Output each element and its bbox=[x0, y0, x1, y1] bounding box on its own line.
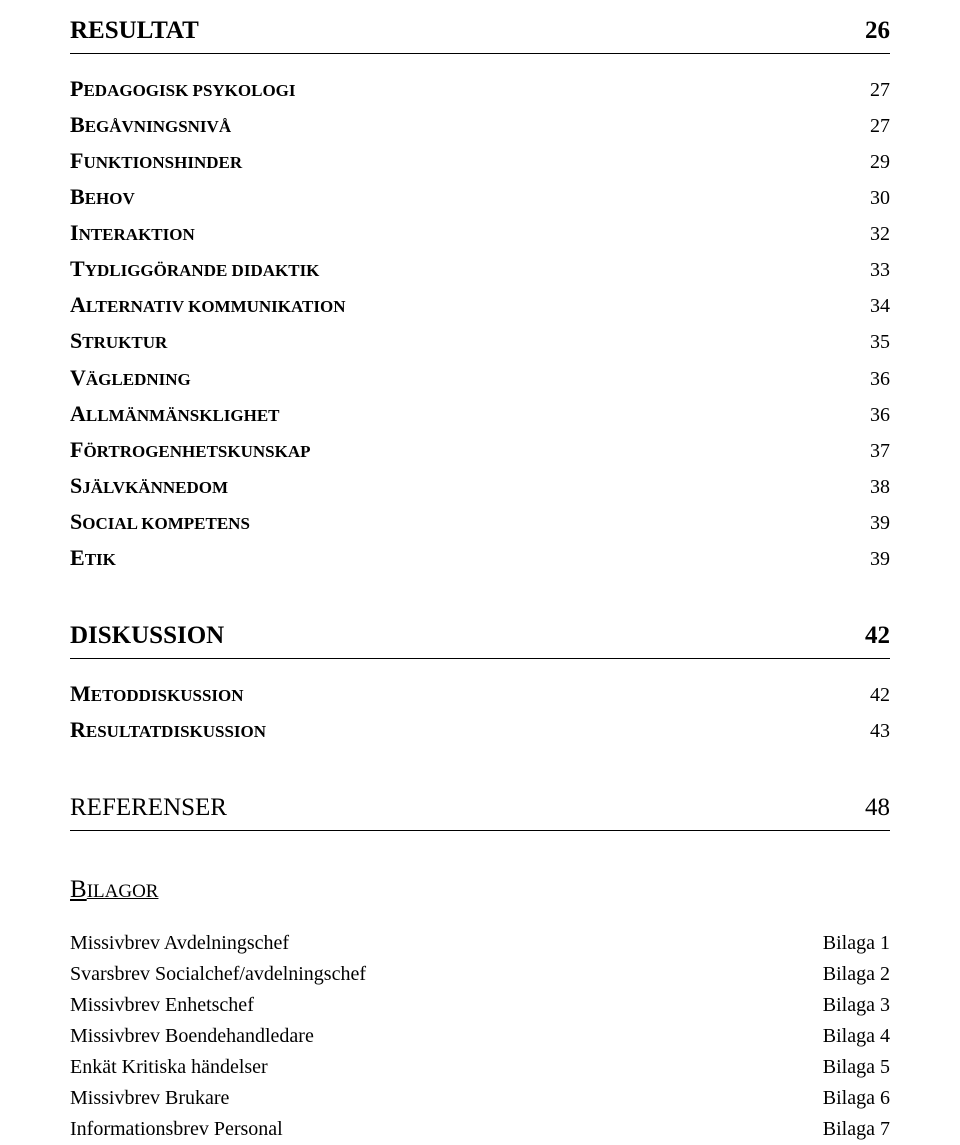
bilaga-row: Missivbrev Avdelningschef Bilaga 1 bbox=[70, 928, 890, 959]
bilaga-label: Informationsbrev Personal bbox=[70, 1114, 283, 1145]
toc-row: ETIK 39 bbox=[70, 541, 890, 575]
section-diskussion: DISKUSSION 42 bbox=[70, 617, 890, 659]
bilaga-ref: Bilaga 6 bbox=[823, 1083, 890, 1114]
toc-page: RESULTAT 26 PEDAGOGISK PSYKOLOGI 27 BEGÅ… bbox=[0, 0, 960, 1071]
bilaga-label: Missivbrev Boendehandledare bbox=[70, 1021, 314, 1052]
bilaga-ref: Bilaga 7 bbox=[823, 1114, 890, 1145]
toc-label-tydliggorande: TYDLIGGÖRANDE DIDAKTIK bbox=[70, 252, 319, 286]
bilaga-label: Missivbrev Enhetschef bbox=[70, 990, 254, 1021]
toc-page-num: 33 bbox=[870, 255, 890, 286]
toc-row: RESULTATDISKUSSION 43 bbox=[70, 713, 890, 747]
toc-page-num: 29 bbox=[870, 147, 890, 178]
toc-row: BEHOV 30 bbox=[70, 180, 890, 214]
section-bilagor: BILAGOR bbox=[70, 871, 890, 910]
toc-row: METODDISKUSSION 42 bbox=[70, 677, 890, 711]
toc-label-struktur: STRUKTUR bbox=[70, 324, 167, 358]
bilaga-row: Informationsbrev Personal Bilaga 7 bbox=[70, 1114, 890, 1145]
bilaga-label: Missivbrev Avdelningschef bbox=[70, 928, 289, 959]
toc-label-metod: METODDISKUSSION bbox=[70, 677, 244, 711]
toc-page-num: 27 bbox=[870, 111, 890, 142]
toc-page-num: 35 bbox=[870, 327, 890, 358]
section-resultat-page: 26 bbox=[865, 12, 890, 51]
toc-page-num: 38 bbox=[870, 472, 890, 503]
section-referenser-page: 48 bbox=[865, 789, 890, 828]
toc-label-interaktion: INTERAKTION bbox=[70, 216, 195, 250]
toc-label-vagledning: VÄGLEDNING bbox=[70, 361, 191, 395]
section-referenser: REFERENSER 48 bbox=[70, 789, 890, 831]
bilaga-label: Enkät Kritiska händelser bbox=[70, 1052, 268, 1083]
bilaga-row: Missivbrev Boendehandledare Bilaga 4 bbox=[70, 1021, 890, 1052]
bilaga-ref: Bilaga 3 bbox=[823, 990, 890, 1021]
toc-label-pedagogisk: PEDAGOGISK PSYKOLOGI bbox=[70, 72, 296, 106]
toc-row: SOCIAL KOMPETENS 39 bbox=[70, 505, 890, 539]
toc-row: ALTERNATIV KOMMUNIKATION 34 bbox=[70, 288, 890, 322]
toc-label-social: SOCIAL KOMPETENS bbox=[70, 505, 250, 539]
toc-row: PEDAGOGISK PSYKOLOGI 27 bbox=[70, 72, 890, 106]
bilaga-row: Missivbrev Enhetschef Bilaga 3 bbox=[70, 990, 890, 1021]
bilaga-ref: Bilaga 2 bbox=[823, 959, 890, 990]
bilaga-ref: Bilaga 5 bbox=[823, 1052, 890, 1083]
bilagor-title: BILAGOR bbox=[70, 880, 158, 902]
bilaga-row: Svarsbrev Socialchef/avdelningschef Bila… bbox=[70, 959, 890, 990]
toc-page-num: 36 bbox=[870, 364, 890, 395]
bilaga-row: Missivbrev Brukare Bilaga 6 bbox=[70, 1083, 890, 1114]
toc-label-etik: ETIK bbox=[70, 541, 116, 575]
section-referenser-title: REFERENSER bbox=[70, 789, 227, 828]
toc-row: VÄGLEDNING 36 bbox=[70, 361, 890, 395]
toc-row: FÖRTROGENHETSKUNSKAP 37 bbox=[70, 433, 890, 467]
toc-label-begavning: BEGÅVNINGSNIVÅ bbox=[70, 108, 231, 142]
toc-row: FUNKTIONSHINDER 29 bbox=[70, 144, 890, 178]
toc-label-alternativ: ALTERNATIV KOMMUNIKATION bbox=[70, 288, 346, 322]
toc-row: INTERAKTION 32 bbox=[70, 216, 890, 250]
bilaga-row: Enkät Kritiska händelser Bilaga 5 bbox=[70, 1052, 890, 1083]
toc-label-sjalvkannedom: SJÄLVKÄNNEDOM bbox=[70, 469, 228, 503]
bilaga-ref: Bilaga 1 bbox=[823, 928, 890, 959]
section-diskussion-page: 42 bbox=[865, 617, 890, 656]
toc-page-num: 27 bbox=[870, 75, 890, 106]
toc-page-num: 34 bbox=[870, 291, 890, 322]
toc-label-fortrogenhet: FÖRTROGENHETSKUNSKAP bbox=[70, 433, 311, 467]
toc-label-funktionshinder: FUNKTIONSHINDER bbox=[70, 144, 242, 178]
toc-row: SJÄLVKÄNNEDOM 38 bbox=[70, 469, 890, 503]
toc-row: TYDLIGGÖRANDE DIDAKTIK 33 bbox=[70, 252, 890, 286]
toc-label-resultatdisk: RESULTATDISKUSSION bbox=[70, 713, 266, 747]
toc-page-num: 39 bbox=[870, 544, 890, 575]
bilaga-label: Svarsbrev Socialchef/avdelningschef bbox=[70, 959, 366, 990]
section-resultat: RESULTAT 26 bbox=[70, 12, 890, 54]
toc-page-num: 37 bbox=[870, 436, 890, 467]
bilaga-ref: Bilaga 4 bbox=[823, 1021, 890, 1052]
toc-page-num: 30 bbox=[870, 183, 890, 214]
toc-page-num: 42 bbox=[870, 680, 890, 711]
toc-label-allman: ALLMÄNMÄNSKLIGHET bbox=[70, 397, 280, 431]
toc-page-num: 43 bbox=[870, 716, 890, 747]
toc-page-num: 39 bbox=[870, 508, 890, 539]
toc-row: STRUKTUR 35 bbox=[70, 324, 890, 358]
toc-page-num: 32 bbox=[870, 219, 890, 250]
bilaga-label: Missivbrev Brukare bbox=[70, 1083, 229, 1114]
toc-label-behov: BEHOV bbox=[70, 180, 135, 214]
section-diskussion-title: DISKUSSION bbox=[70, 617, 224, 656]
section-resultat-title: RESULTAT bbox=[70, 12, 199, 51]
toc-page-num: 36 bbox=[870, 400, 890, 431]
toc-row: ALLMÄNMÄNSKLIGHET 36 bbox=[70, 397, 890, 431]
toc-row: BEGÅVNINGSNIVÅ 27 bbox=[70, 108, 890, 142]
